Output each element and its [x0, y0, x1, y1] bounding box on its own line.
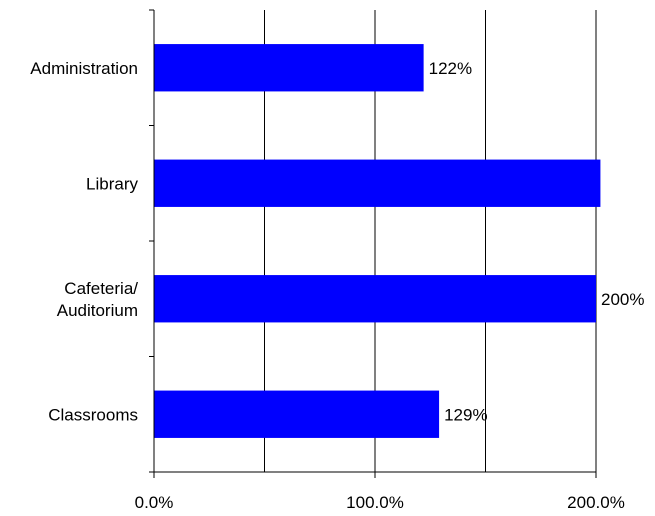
bars	[154, 44, 601, 438]
bar	[154, 390, 440, 438]
data-label: 122%	[429, 59, 472, 78]
category-label: Classrooms	[48, 405, 138, 424]
category-label: Auditorium	[57, 301, 138, 320]
category-label: Administration	[30, 59, 138, 78]
data-label: 129%	[444, 405, 487, 424]
category-label: Library	[86, 174, 138, 193]
labels: Administration 122% Library Cafeteria/Audit…	[30, 59, 644, 512]
bar	[154, 275, 596, 323]
bar	[154, 159, 601, 207]
x-tick-label: 100.0%	[346, 493, 404, 512]
x-tick-label: 0.0%	[135, 493, 174, 512]
bar	[154, 44, 424, 92]
category-label: Cafeteria/	[64, 279, 138, 298]
data-label: 200%	[601, 290, 644, 309]
x-tick-label: 200.0%	[567, 493, 625, 512]
axes	[149, 9, 597, 478]
